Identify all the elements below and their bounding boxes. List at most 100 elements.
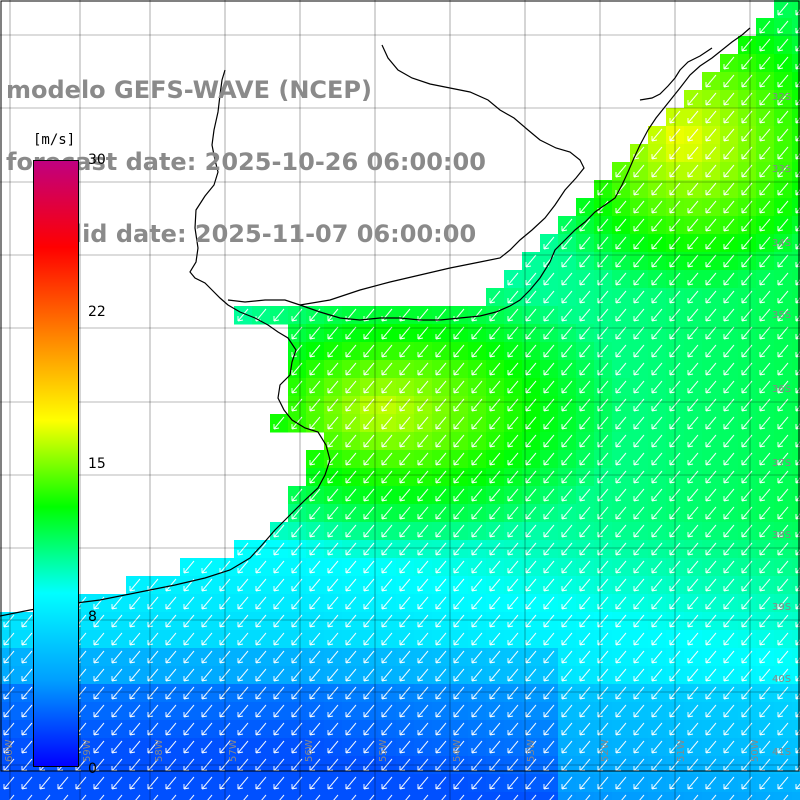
wind-arrow: [603, 794, 609, 800]
wind-arrow: [561, 560, 573, 574]
wind-arrow: [651, 614, 663, 628]
wind-arrow: [759, 452, 771, 466]
wind-arrow: [345, 722, 357, 736]
wind-arrow: [507, 326, 519, 340]
wind-arrow: [207, 794, 213, 800]
wind-arrow: [759, 110, 771, 124]
wind-arrow: [291, 596, 303, 610]
wind-arrow: [759, 632, 771, 646]
wind-arrow: [273, 524, 285, 538]
wind-arrow: [417, 326, 429, 340]
wind-arrow: [579, 722, 591, 736]
wind-arrow: [201, 614, 213, 628]
wind-arrow: [579, 668, 591, 682]
wind-arrow: [705, 362, 717, 376]
wind-cell: [792, 648, 800, 667]
wind-arrow: [453, 542, 465, 556]
wind-arrow: [777, 182, 789, 196]
wind-arrow: [615, 542, 627, 556]
wind-arrow: [741, 542, 753, 556]
wind-arrow: [417, 362, 429, 376]
wind-arrow: [435, 776, 447, 790]
wind-arrow: [705, 380, 717, 394]
wind-arrow: [651, 236, 663, 250]
wind-arrow: [777, 596, 789, 610]
wind-arrow: [525, 704, 537, 718]
wind-arrow: [777, 578, 789, 592]
wind-arrow: [291, 740, 303, 754]
wind-arrow: [561, 614, 573, 628]
wind-arrow: [615, 686, 627, 700]
wind-arrow: [327, 776, 339, 790]
wind-arrow: [651, 740, 663, 754]
colorbar-unit: [m/s]: [33, 132, 76, 148]
wind-arrow: [723, 182, 735, 196]
wind-arrow: [507, 542, 519, 556]
wind-arrow: [93, 740, 105, 754]
wind-arrow: [633, 578, 645, 592]
wind-arrow: [471, 668, 483, 682]
wind-arrow: [99, 794, 105, 800]
wind-arrow: [579, 650, 591, 664]
wind-arrow: [741, 200, 753, 214]
wind-arrow: [81, 794, 87, 800]
wind-arrow: [723, 56, 735, 70]
wind-arrow: [381, 740, 393, 754]
wind-arrow: [471, 434, 483, 448]
wind-arrow: [741, 218, 753, 232]
wind-arrow: [183, 614, 195, 628]
wind-arrow: [759, 56, 771, 70]
wind-arrow: [315, 794, 321, 800]
wind-arrow: [741, 164, 753, 178]
wind-arrow: [93, 668, 105, 682]
wind-arrow: [687, 182, 699, 196]
wind-arrow: [111, 614, 123, 628]
wind-arrow: [579, 344, 591, 358]
wind-cell: [684, 792, 703, 800]
wind-arrow: [543, 398, 555, 412]
wind-arrow: [777, 326, 789, 340]
wind-arrow: [183, 632, 195, 646]
wind-arrow: [435, 380, 447, 394]
wind-arrow: [561, 722, 573, 736]
wind-arrow: [351, 794, 357, 800]
wind-arrow: [507, 632, 519, 646]
wind-arrow: [255, 668, 267, 682]
wind-arrow: [705, 74, 717, 88]
wind-arrow: [453, 650, 465, 664]
wind-arrow: [399, 362, 411, 376]
wind-arrow: [3, 614, 15, 628]
longitude-label: 53W: [526, 739, 537, 762]
wind-arrow: [297, 794, 303, 800]
wind-arrow: [93, 650, 105, 664]
wind-arrow: [471, 740, 483, 754]
wind-arrow: [741, 128, 753, 142]
wind-arrow: [741, 506, 753, 520]
wind-arrow: [363, 614, 375, 628]
wind-arrow: [759, 776, 771, 790]
wind-arrow: [489, 290, 501, 304]
wind-arrow: [723, 686, 735, 700]
wind-arrow: [291, 686, 303, 700]
wind-arrow: [345, 416, 357, 430]
wind-arrow: [453, 578, 465, 592]
wind-arrow: [543, 362, 555, 376]
wind-arrow: [237, 686, 249, 700]
wind-arrow: [417, 506, 429, 520]
wind-arrow: [777, 272, 789, 286]
wind-arrow: [741, 452, 753, 466]
colorbar-tick-0: 0: [88, 761, 97, 777]
wind-arrow: [183, 776, 195, 790]
latitude-label: 38S: [772, 530, 791, 541]
wind-arrow: [705, 308, 717, 322]
wind-arrow: [417, 686, 429, 700]
wind-arrow: [399, 506, 411, 520]
wind-arrow: [615, 632, 627, 646]
wind-arrow: [471, 398, 483, 412]
wind-cell: [792, 144, 800, 163]
wind-arrow: [183, 686, 195, 700]
wind-arrow: [489, 668, 501, 682]
wind-arrow: [345, 344, 357, 358]
wind-arrow: [543, 506, 555, 520]
wind-cell: [792, 126, 800, 145]
